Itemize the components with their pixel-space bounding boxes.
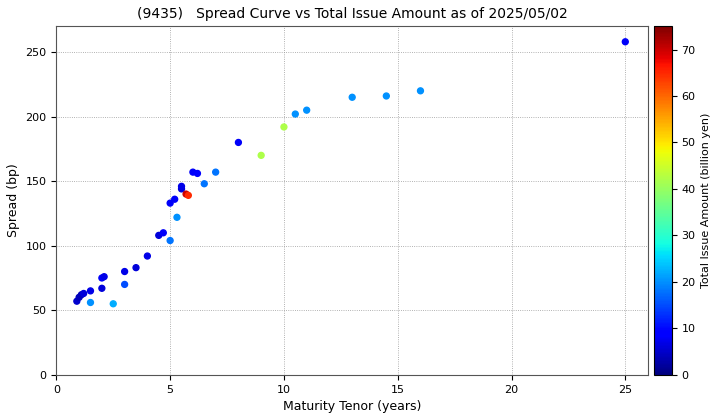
Point <box>199 180 210 187</box>
Point <box>171 214 183 220</box>
Point <box>256 152 267 159</box>
Point <box>289 111 301 118</box>
Point <box>301 107 312 113</box>
Point <box>119 268 130 275</box>
Point <box>71 298 83 304</box>
Point <box>85 299 96 306</box>
Point <box>187 169 199 176</box>
Point <box>119 281 130 288</box>
Point <box>176 186 187 192</box>
Point <box>233 139 244 146</box>
Point <box>278 123 289 130</box>
Point <box>153 232 164 239</box>
Point <box>142 253 153 260</box>
X-axis label: Maturity Tenor (years): Maturity Tenor (years) <box>283 400 421 413</box>
Point <box>415 87 426 94</box>
Point <box>164 237 176 244</box>
Point <box>96 285 107 291</box>
Point <box>619 38 631 45</box>
Point <box>107 300 119 307</box>
Point <box>183 192 194 199</box>
Point <box>99 273 110 280</box>
Y-axis label: Spread (bp): Spread (bp) <box>7 164 20 237</box>
Point <box>176 183 187 190</box>
Point <box>96 275 107 281</box>
Point <box>210 169 222 176</box>
Point <box>73 294 85 301</box>
Point <box>85 288 96 294</box>
Y-axis label: Total Issue Amount (billion yen): Total Issue Amount (billion yen) <box>701 113 711 288</box>
Point <box>78 290 89 297</box>
Title: (9435)   Spread Curve vs Total Issue Amount as of 2025/05/02: (9435) Spread Curve vs Total Issue Amoun… <box>137 7 567 21</box>
Point <box>381 93 392 100</box>
Point <box>130 264 142 271</box>
Point <box>180 191 192 197</box>
Point <box>192 170 203 177</box>
Point <box>346 94 358 101</box>
Point <box>169 196 181 202</box>
Point <box>76 291 87 298</box>
Point <box>158 229 169 236</box>
Point <box>164 200 176 207</box>
